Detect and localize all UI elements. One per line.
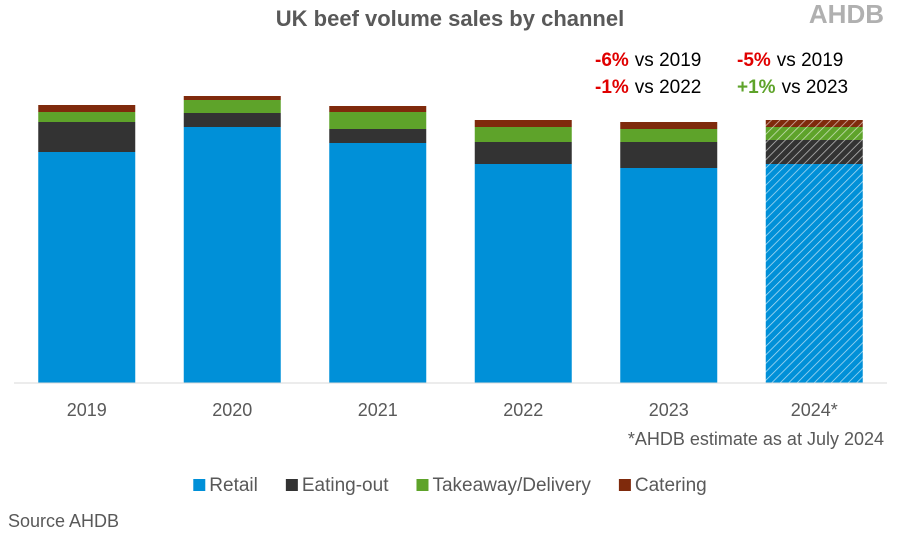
annotation-change: -5% xyxy=(737,50,771,71)
legend-swatch xyxy=(618,479,631,491)
bar-segment xyxy=(38,112,136,122)
legend-swatch xyxy=(285,479,298,491)
legend-item: Takeaway/Delivery xyxy=(416,475,591,496)
bar-segment xyxy=(765,127,863,140)
bar-segment xyxy=(620,168,718,383)
bar-segment xyxy=(765,140,863,164)
bar-segment xyxy=(620,122,718,129)
annotation: -5% vs 2019 xyxy=(737,50,843,71)
bar-segment xyxy=(183,100,281,113)
bar-segment xyxy=(765,164,863,383)
bar-segment xyxy=(474,142,572,164)
legend-swatch xyxy=(416,479,429,491)
bar-segment xyxy=(183,127,281,383)
x-tick-label: 2020 xyxy=(212,400,252,420)
annotation-text: vs 2019 xyxy=(777,50,844,71)
x-tick-label: 2024* xyxy=(791,400,838,420)
bar-segment xyxy=(329,143,427,383)
annotation-text: vs 2023 xyxy=(782,77,849,98)
bar-segment xyxy=(38,105,136,112)
legend-label: Takeaway/Delivery xyxy=(432,475,591,496)
legend-swatch xyxy=(193,479,206,491)
x-tick-label: 2023 xyxy=(649,400,689,420)
bar-segment xyxy=(474,127,572,142)
estimate-note: *AHDB estimate as at July 2024 xyxy=(628,429,884,449)
bar-segment xyxy=(474,164,572,383)
bar-segment xyxy=(765,120,863,127)
annotation: -6% vs 2019 xyxy=(595,50,701,71)
bar-segment xyxy=(620,129,718,142)
annotation: +1% vs 2023 xyxy=(737,77,848,98)
bar-segment xyxy=(329,106,427,112)
bar-segment xyxy=(38,122,136,152)
x-tick-label: 2019 xyxy=(67,400,107,420)
logo: AHDB xyxy=(809,0,884,29)
legend-label: Eating-out xyxy=(302,475,389,496)
legend-item: Catering xyxy=(618,475,707,496)
legend-label: Retail xyxy=(209,475,258,496)
bar-segment xyxy=(183,113,281,127)
bar-segment xyxy=(183,96,281,100)
bar-segment xyxy=(329,129,427,143)
source: Source AHDB xyxy=(8,511,119,531)
annotation: -1% vs 2022 xyxy=(595,77,701,98)
annotation-change: +1% xyxy=(737,77,776,98)
chart-title: UK beef volume sales by channel xyxy=(276,6,624,31)
annotation-text: vs 2022 xyxy=(635,77,702,98)
x-tick-label: 2021 xyxy=(358,400,398,420)
annotation-text: vs 2019 xyxy=(635,50,702,71)
annotation-change: -6% xyxy=(595,50,629,71)
bar-segment xyxy=(620,142,718,168)
legend-label: Catering xyxy=(635,475,707,496)
bar-segment xyxy=(474,120,572,127)
legend-item: Retail xyxy=(193,475,258,496)
x-tick-label: 2022 xyxy=(503,400,543,420)
bar-segment xyxy=(38,152,136,383)
legend-item: Eating-out xyxy=(285,475,389,496)
annotation-change: -1% xyxy=(595,77,629,98)
bar-segment xyxy=(329,112,427,129)
